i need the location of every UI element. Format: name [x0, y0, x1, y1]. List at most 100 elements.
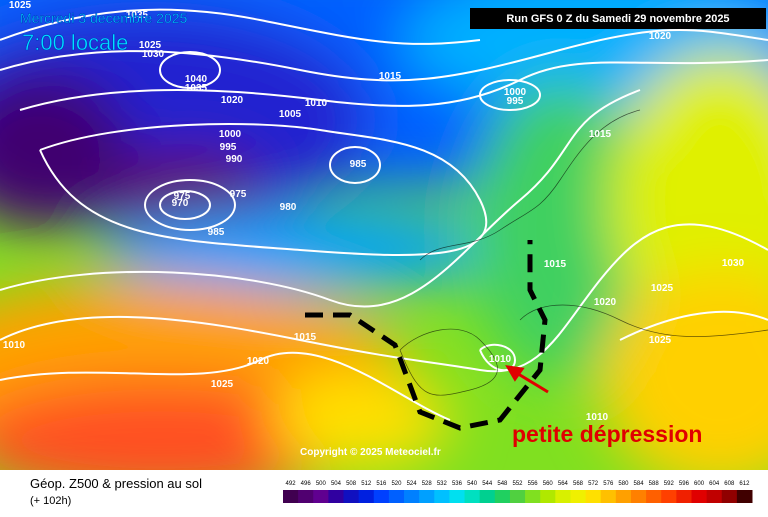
- isobar-label: 1000: [219, 129, 242, 140]
- legend-value: 512: [361, 481, 372, 487]
- coastlines: [399, 109, 768, 396]
- legend-swatch: [373, 490, 390, 503]
- legend-swatch: [646, 490, 662, 503]
- legend-swatch: [509, 490, 526, 503]
- legend-value: 580: [618, 481, 629, 487]
- legend-value: 592: [664, 481, 675, 487]
- annotation: petite dépression: [512, 421, 702, 447]
- legend-swatch: [283, 490, 299, 503]
- time: 7:00 locale: [22, 30, 128, 55]
- legend-value: 508: [346, 481, 357, 487]
- legend-value: 496: [301, 481, 312, 487]
- legend-value: 612: [739, 481, 750, 487]
- legend-swatch: [449, 490, 466, 503]
- legend-swatch: [419, 490, 435, 503]
- legend-value: 548: [497, 481, 508, 487]
- isobar-label: 1010: [305, 98, 328, 109]
- legend-swatch: [630, 490, 647, 503]
- legend-value: 516: [376, 481, 387, 487]
- legend-swatch: [691, 490, 708, 503]
- legend-value: 524: [407, 481, 418, 487]
- legend-swatch: [721, 490, 738, 503]
- legend-value: 600: [694, 481, 705, 487]
- legend-swatch: [388, 490, 405, 503]
- isobar-label: 1020: [221, 95, 244, 106]
- isobar-label: 1030: [142, 49, 165, 60]
- legend-value: 528: [422, 481, 433, 487]
- isobar-label: 1005: [279, 109, 302, 120]
- isobar-label: 970: [172, 198, 189, 209]
- legend-title: Géop. Z500 & pression au sol: [30, 476, 202, 491]
- map-field: 1025103510251030104010351020101510101005…: [0, 0, 768, 470]
- isobar-label: 1010: [3, 340, 26, 351]
- isobar-label: 995: [507, 96, 524, 107]
- legend-value: 596: [679, 481, 690, 487]
- legend-swatch: [555, 490, 571, 503]
- legend-swatch: [434, 490, 450, 503]
- isobar-label: 990: [226, 154, 243, 165]
- legend-value: 520: [391, 481, 402, 487]
- legend-swatch: [600, 490, 617, 503]
- legend-swatch: [676, 490, 692, 503]
- isobar-label: 1015: [589, 129, 612, 140]
- legend-swatch: [540, 490, 556, 503]
- isobar-label: 1010: [586, 412, 609, 423]
- isobar-label: 975: [174, 191, 191, 202]
- isobar-label: 1030: [722, 258, 745, 269]
- legend-value: 584: [634, 481, 645, 487]
- run-info: Run GFS 0 Z du Samedi 29 novembre 2025: [506, 13, 729, 25]
- legend-swatch: [328, 490, 345, 503]
- legend-swatch: [358, 490, 375, 503]
- isobar-label: 975: [230, 189, 247, 200]
- legend-swatch: [464, 490, 481, 503]
- copyright: Copyright © 2025 Meteociel.fr: [300, 447, 441, 458]
- legend-swatch: [661, 490, 677, 503]
- isobar-label: 985: [350, 159, 367, 170]
- isobar-label: 985: [208, 227, 225, 238]
- legend-value: 604: [709, 481, 720, 487]
- legend-swatch: [525, 490, 541, 503]
- legend-value: 544: [482, 481, 493, 487]
- isobar-label: 1025: [651, 283, 674, 294]
- isobar-label: 1035: [185, 83, 208, 94]
- legend-lead: (+ 102h): [30, 495, 71, 507]
- isobar-label: 1020: [247, 356, 270, 367]
- isobar-label: 1040: [185, 74, 208, 85]
- legend-value: 588: [649, 481, 660, 487]
- legend-swatch: [736, 490, 753, 503]
- isobar-label: 1015: [379, 71, 402, 82]
- isobar-label: 1020: [649, 31, 672, 42]
- isobar-label: 1015: [294, 332, 317, 343]
- legend-value: 608: [724, 481, 735, 487]
- isobar-label: 1010: [489, 354, 512, 365]
- legend-value: 576: [603, 481, 614, 487]
- isobar-label: 995: [220, 142, 237, 153]
- legend-swatch: [585, 490, 602, 503]
- legend-value: 504: [331, 481, 342, 487]
- legend-value: 572: [588, 481, 599, 487]
- isobar-label: 1020: [594, 297, 617, 308]
- isobar-label: 1015: [544, 259, 567, 270]
- legend-swatch: [494, 490, 511, 503]
- isobars: [0, 8, 768, 421]
- arrow: [505, 365, 549, 394]
- trough-line: [305, 240, 548, 431]
- legend-swatch: [343, 490, 360, 503]
- isobar-label: 1000: [504, 87, 527, 98]
- legend-swatch: [706, 490, 723, 503]
- isobar-label: 1025: [649, 335, 672, 346]
- isobar-label: 1035: [126, 10, 149, 21]
- legend-value: 564: [558, 481, 569, 487]
- legend-value: 532: [437, 481, 448, 487]
- legend-value: 536: [452, 481, 463, 487]
- isobar-label: 980: [280, 202, 297, 213]
- legend-swatch: [298, 490, 314, 503]
- date: Mercredi 3 decembre 2025: [20, 10, 188, 26]
- legend-swatch: [479, 490, 496, 503]
- isobar-label: 1025: [211, 379, 234, 390]
- legend-swatch: [570, 490, 587, 503]
- legend-swatch: [313, 490, 329, 503]
- legend-value: 492: [286, 481, 297, 487]
- legend-value: 500: [316, 481, 327, 487]
